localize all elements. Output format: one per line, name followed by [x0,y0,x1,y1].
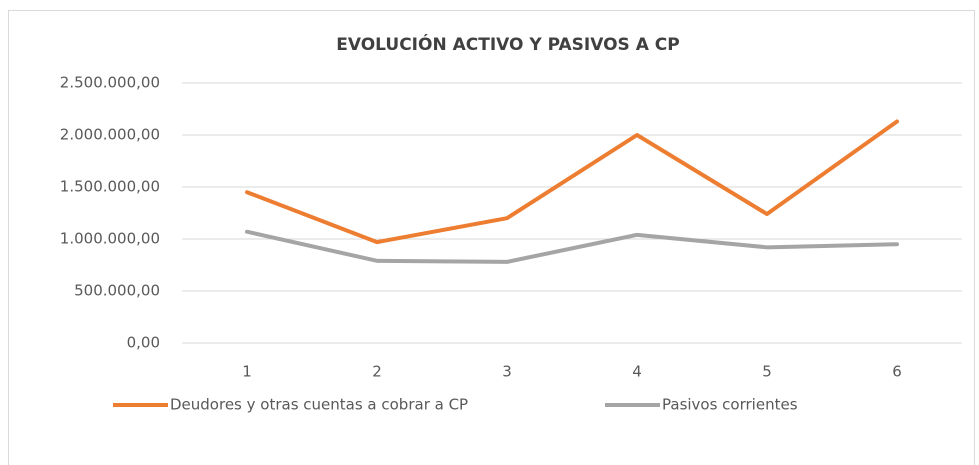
chart-border [8,10,975,465]
y-tick-label: 1.500.000,00 [60,178,160,196]
x-tick-label: 6 [892,363,902,381]
x-tick-label: 4 [632,363,642,381]
x-tick-label: 5 [762,363,772,381]
y-tick-label: 2.000.000,00 [60,126,160,144]
y-tick-label: 0,00 [127,334,160,352]
y-tick-label: 2.500.000,00 [60,74,160,92]
series-line [245,229,899,264]
y-tick-label: 1.000.000,00 [60,230,160,248]
series-line [245,119,899,245]
x-tick-label: 2 [372,363,382,381]
legend-label: Deudores y otras cuentas a cobrar a CP [170,396,468,414]
chart-title: EVOLUCIÓN ACTIVO Y PASIVOS A CP [336,33,679,55]
x-tick-label: 1 [242,363,252,381]
legend-label: Pasivos corrientes [662,396,798,414]
y-tick-label: 500.000,00 [74,282,160,300]
x-tick-label: 3 [502,363,512,381]
